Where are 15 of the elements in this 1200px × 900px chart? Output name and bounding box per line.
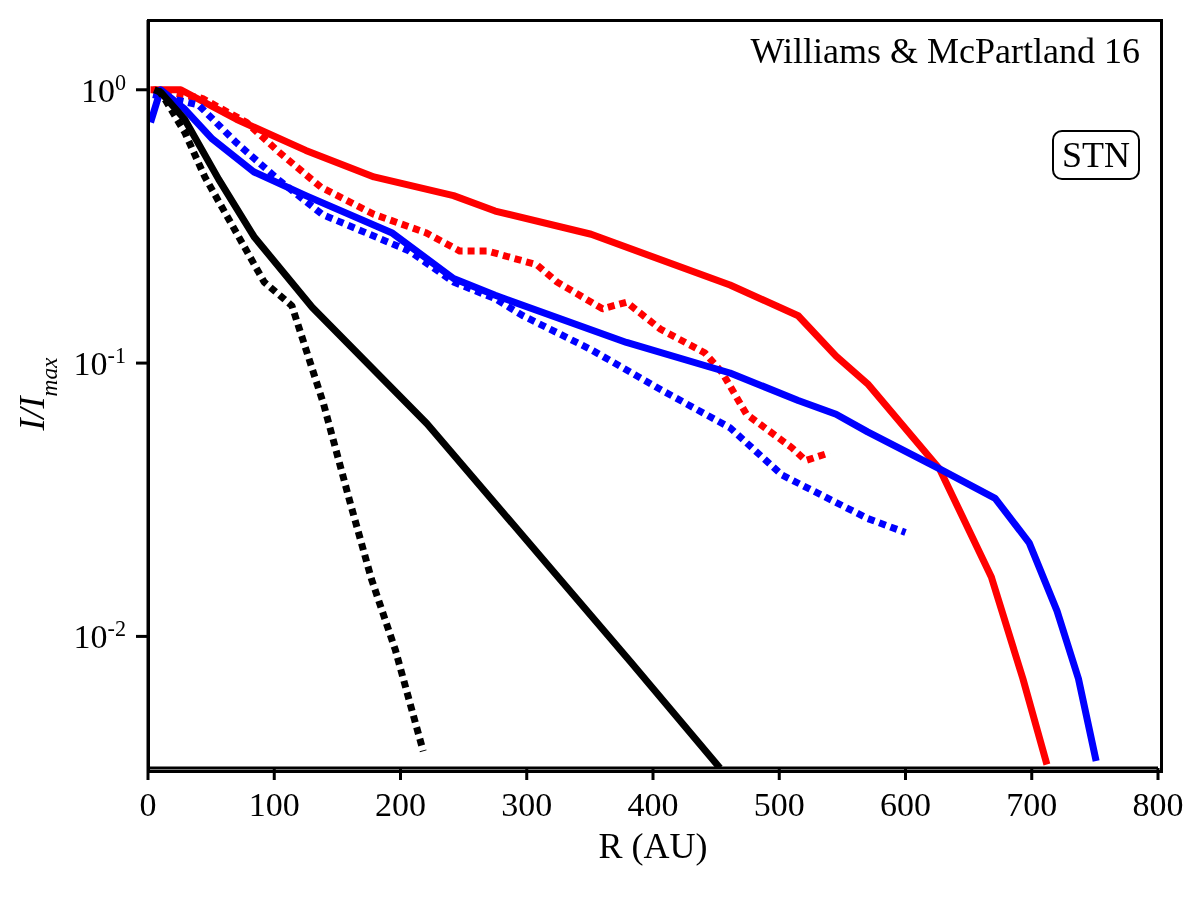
y-tick-label: 10$^{0}$ xyxy=(80,69,126,109)
y-tick-label: 10$^{-2}$ xyxy=(73,615,126,656)
x-tick-label: 800 xyxy=(1132,786,1184,823)
y-tick-label: 10$^{-1}$ xyxy=(73,342,126,383)
annotation: STN xyxy=(1051,130,1140,180)
annotation: Williams & McPartland 16 xyxy=(750,30,1140,72)
x-tick-label: 300 xyxy=(501,786,553,823)
x-tick-label: 500 xyxy=(753,786,805,823)
x-axis-title: R (AU) xyxy=(598,826,708,866)
x-tick-label: 100 xyxy=(248,786,300,823)
x-tick-label: 200 xyxy=(375,786,426,823)
x-tick-label: 400 xyxy=(627,786,679,823)
x-tick-label: 700 xyxy=(1006,786,1058,823)
x-tick-label: 0 xyxy=(139,786,157,823)
x-tick-label: 600 xyxy=(880,786,931,823)
